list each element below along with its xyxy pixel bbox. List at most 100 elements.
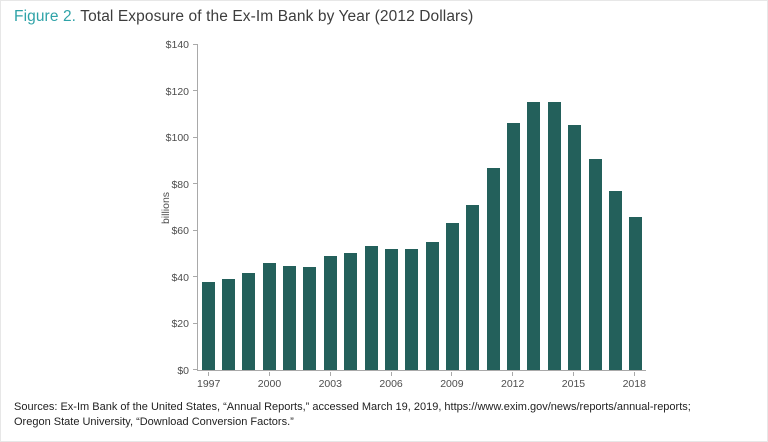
bar-2004 [344,252,358,370]
y-tick-label: $80 [171,178,189,191]
bar-slot [463,45,483,370]
bar-slot [442,45,462,370]
bar-slot [279,45,299,370]
x-tick-mark [390,372,392,376]
source-line-2: Oregon State University, “Download Conve… [14,415,294,428]
bar-2008 [425,242,439,370]
x-tick-slot: 2006 [379,372,403,390]
bar-2000 [262,263,276,370]
x-tick-mark [208,372,210,376]
x-tick-slot [421,372,440,390]
y-tick-mark [193,369,198,370]
x-tick-label: 2018 [622,378,646,390]
y-tick-label: $120 [165,85,189,98]
source-line-1: Sources: Ex-Im Bank of the United States… [14,401,691,413]
x-tick-mark [572,372,574,376]
bar-2015 [568,125,582,370]
x-tick-slot [464,372,483,390]
bar-slot [605,45,625,370]
x-tick-slot [361,372,380,390]
bar-slot [341,45,361,370]
x-tick-slot [220,372,239,390]
x-tick-mark [329,372,331,376]
x-tick-label: 2012 [500,378,525,390]
y-tick-label: $0 [177,365,189,377]
x-tick-slot [604,372,623,390]
bar-slot [503,45,523,370]
x-tick-slot [281,372,300,390]
x-tick-slot: 2009 [440,372,464,390]
x-tick-label: 2000 [257,378,282,390]
x-tick-slot [585,372,604,390]
figure-title-text: Total Exposure of the Ex-Im Bank by Year… [80,8,474,25]
x-tick-label: 2006 [379,378,403,390]
x-tick-label: 2009 [440,378,464,390]
bar-2017 [608,191,622,370]
bar-2001 [283,265,297,370]
y-tick-label: $60 [171,225,189,238]
bar-2010 [466,205,480,370]
x-tick-slot: 1997 [197,372,220,390]
bar-slot [585,45,605,370]
bar-2018 [629,216,643,370]
bar-2006 [384,249,398,370]
y-tick-mark [193,183,198,185]
y-axis-labels: $0 $20 $40 $60 $80 $100 $120 $140 [141,39,193,377]
y-tick-mark [193,229,198,231]
y-tick-label: $40 [171,271,189,284]
y-tick-mark [193,322,198,324]
bar-slot [300,45,320,370]
x-tick-slot [524,372,543,390]
x-tick-label: 2015 [561,378,586,390]
y-tick-label: $140 [165,39,189,51]
bar-slot [626,45,646,370]
y-tick-mark [193,90,198,92]
bar-2009 [445,222,459,370]
x-tick-mark [268,372,270,376]
bar-2011 [486,168,500,370]
bar-slot [239,45,259,370]
bar-slot [218,45,238,370]
bar-2007 [405,249,419,370]
bar-2012 [507,122,521,370]
x-axis-labels: 1997 2000 2003 2006 2009 2012 2015 2018 [197,372,646,390]
y-tick-mark [193,136,198,138]
x-tick-slot [482,372,501,390]
x-tick-slot: 2018 [623,372,646,390]
x-tick-mark [512,372,514,376]
bar-slot [564,45,584,370]
figure-number: Figure 2. [14,8,77,25]
bar-slot [320,45,340,370]
x-tick-slot: 2003 [319,372,342,390]
bar-1998 [222,279,236,370]
bar-slot [483,45,503,370]
x-tick-label: 2003 [318,378,342,390]
x-tick-slot [342,372,361,390]
bar-slot [361,45,381,370]
bar-slot [524,45,544,370]
bar-2002 [303,266,317,370]
bar-slot [259,45,279,370]
source-note: Sources: Ex-Im Bank of the United States… [14,400,762,430]
bar-slot [402,45,422,370]
plot-area [193,44,646,371]
x-tick-mark [633,372,635,376]
bar-slot [381,45,401,370]
x-tick-slot: 2015 [562,372,585,390]
bar-2014 [547,101,561,370]
x-tick-slot [403,372,422,390]
bar-2003 [323,256,337,370]
bars [198,45,646,370]
bar-1997 [201,281,215,370]
bar-slot [198,45,218,370]
bar-1999 [242,272,256,370]
y-tick-mark [193,276,198,278]
y-tick-label: $20 [171,318,189,331]
bar-2016 [588,158,602,370]
x-tick-slot [300,372,319,390]
y-tick-label: $100 [165,132,189,145]
x-tick-slot [239,372,258,390]
x-tick-slot: 2000 [258,372,281,390]
x-tick-label: 1997 [197,378,221,390]
